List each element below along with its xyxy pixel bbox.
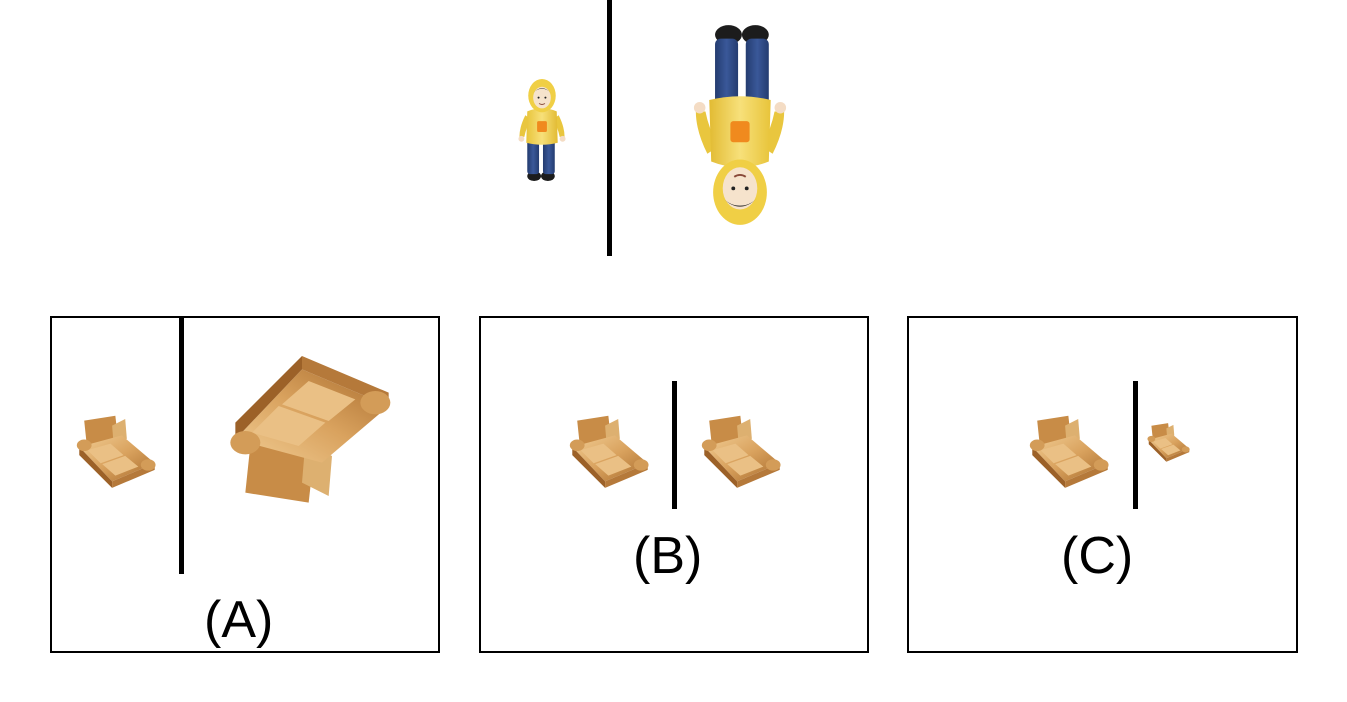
question-row [0, 0, 1347, 260]
option-a-box[interactable]: (A) [50, 316, 440, 653]
sofa-icon [701, 415, 781, 488]
option-a-large-rotated-sofa [228, 356, 396, 506]
question-divider [607, 0, 612, 256]
large-upside-down-doll-figure [692, 18, 788, 232]
small-doll-figure [517, 76, 567, 184]
option-c-box[interactable]: (C) [907, 316, 1298, 653]
option-a-divider [179, 318, 184, 574]
sofa-icon [230, 356, 391, 503]
option-b-divider [672, 381, 677, 509]
doll-icon [692, 24, 788, 226]
option-c-divider [1133, 381, 1138, 509]
option-a-label: (A) [204, 591, 274, 649]
option-c-left-sofa [1029, 414, 1111, 488]
option-b-left-sofa [569, 414, 651, 488]
option-b-label: (B) [633, 527, 703, 585]
option-c-label: (C) [1061, 527, 1134, 585]
doll-icon [517, 78, 567, 182]
option-b-right-sofa [701, 414, 783, 488]
option-c-small-sofa [1147, 422, 1191, 462]
sofa-icon [569, 415, 649, 488]
option-a-small-sofa [76, 414, 158, 488]
sofa-icon [1147, 423, 1190, 462]
sofa-icon [76, 415, 156, 488]
sofa-icon [1029, 415, 1109, 488]
option-b-box[interactable]: (B) [479, 316, 869, 653]
